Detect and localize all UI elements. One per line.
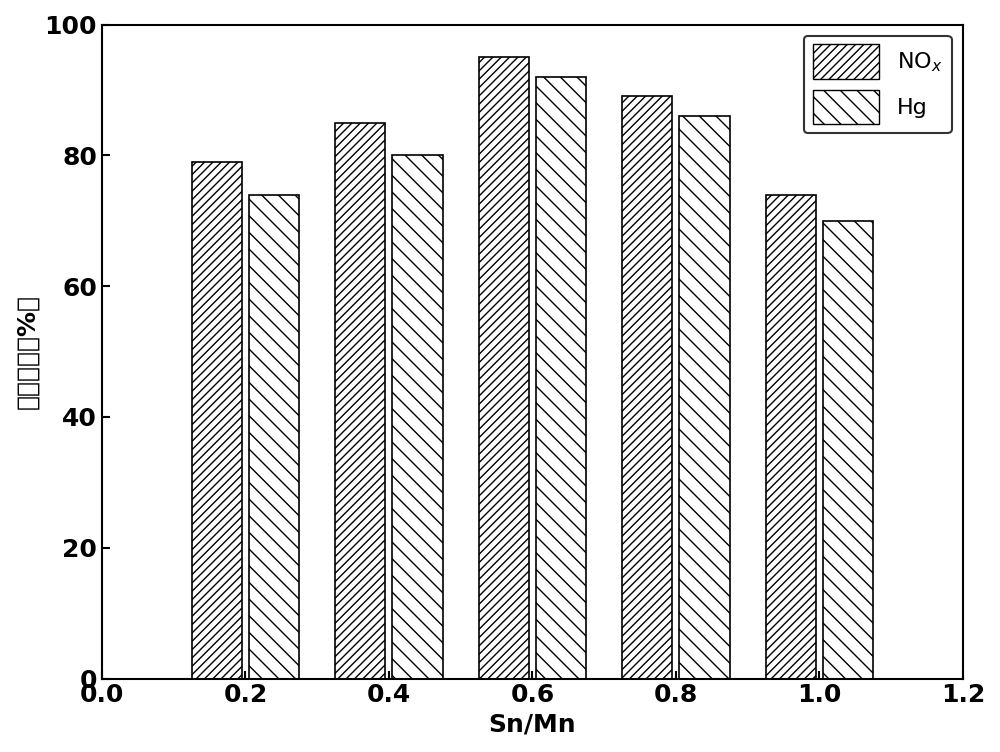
- Bar: [679, 116, 730, 678]
- Bar: [192, 162, 242, 678]
- Y-axis label: 脱除效率（%）: 脱除效率（%）: [15, 294, 39, 409]
- Bar: [823, 221, 873, 678]
- Bar: [536, 77, 586, 678]
- Bar: [392, 156, 443, 678]
- Bar: [479, 57, 529, 678]
- Bar: [249, 195, 299, 678]
- Bar: [766, 195, 816, 678]
- Bar: [622, 96, 672, 678]
- Bar: [335, 123, 385, 678]
- X-axis label: Sn/Mn: Sn/Mn: [489, 713, 576, 737]
- Legend: NO$_x$, Hg: NO$_x$, Hg: [804, 35, 952, 133]
